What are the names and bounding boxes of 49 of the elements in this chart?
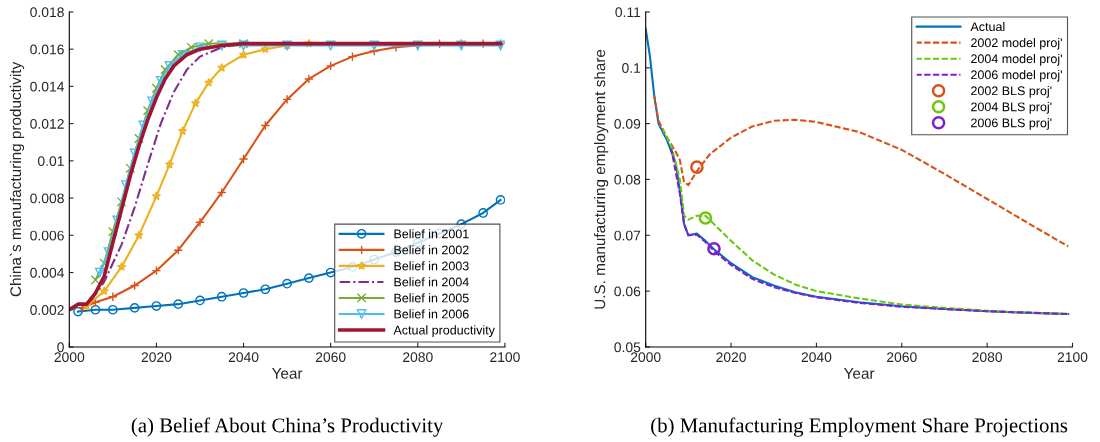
y-tick-label: 0.002 (30, 305, 64, 315)
x-tick-label: 2040 (228, 352, 259, 363)
x-tick-label: 2060 (315, 352, 346, 363)
y-tick-label: 0.09 (614, 118, 641, 129)
legend-label: 2004 BLS proj' (971, 102, 1052, 114)
y-tick-label: 0.006 (30, 230, 64, 241)
legend-label: Belief in 2003 (394, 261, 469, 271)
y-tick-label: 0.008 (30, 193, 64, 204)
y-tick-label: 0.004 (30, 267, 65, 278)
x-tick-label: 2060 (887, 352, 917, 363)
x-tick-label: 2000 (54, 352, 85, 363)
x-tick-label: 2100 (490, 352, 520, 363)
x-tick-label: 2080 (972, 352, 1003, 363)
y-tick-label: 0.014 (30, 81, 65, 92)
y-tick-label: 0.012 (30, 118, 64, 129)
legend-label: Belief in 2002 (394, 245, 469, 255)
x-tick-label: 2100 (1057, 352, 1088, 363)
y-tick-label: 0.05 (614, 342, 641, 353)
x-axis-title: Year (272, 368, 303, 379)
y-tick-label: 0.016 (30, 44, 64, 55)
legend-label: Actual (970, 21, 1005, 32)
x-axis-title: Year (844, 368, 875, 379)
legend-label: 2002 BLS proj' (971, 86, 1052, 98)
legend-label: Actual productivity (393, 325, 495, 337)
y-tick-label: 0.06 (614, 286, 641, 297)
y-tick-label: 0.1 (622, 63, 641, 73)
x-tick-label: 2040 (801, 352, 832, 363)
text: (b) Manufacturing Employment Share Projections (651, 417, 1068, 437)
legend-label: Belief in 2005 (394, 293, 469, 303)
y-tick-label: 0 (57, 342, 64, 353)
y-tick-label: 0.08 (614, 174, 641, 185)
y-tick-label: 0.11 (615, 7, 641, 18)
legend-label: 2002 model proj' (971, 37, 1062, 50)
legend-label: Belief in 2004 (394, 277, 469, 287)
text: (a) Belief About China’s Productivity (131, 417, 444, 437)
x-tick-label: 2080 (403, 352, 433, 363)
legend-label: Belief in 2001 (394, 229, 469, 239)
x-tick-label: 2020 (716, 352, 746, 363)
y-tick-label: 0.07 (614, 230, 641, 241)
y-axis-title: U.S. manufacturing employment share (594, 49, 609, 309)
legend-label: 2004 model proj' (971, 53, 1062, 66)
x-tick-label: 2020 (141, 352, 172, 363)
x-tick-label: 2000 (630, 352, 661, 363)
legend-label: 2006 model proj' (971, 70, 1062, 82)
y-tick-label: 0.018 (30, 7, 64, 18)
legend-label: 2006 BLS proj' (971, 118, 1052, 130)
y-axis-title: China`s manufacturing productivity (9, 61, 25, 297)
legend-label: Belief in 2006 (394, 309, 469, 319)
y-tick-label: 0.01 (37, 156, 64, 167)
